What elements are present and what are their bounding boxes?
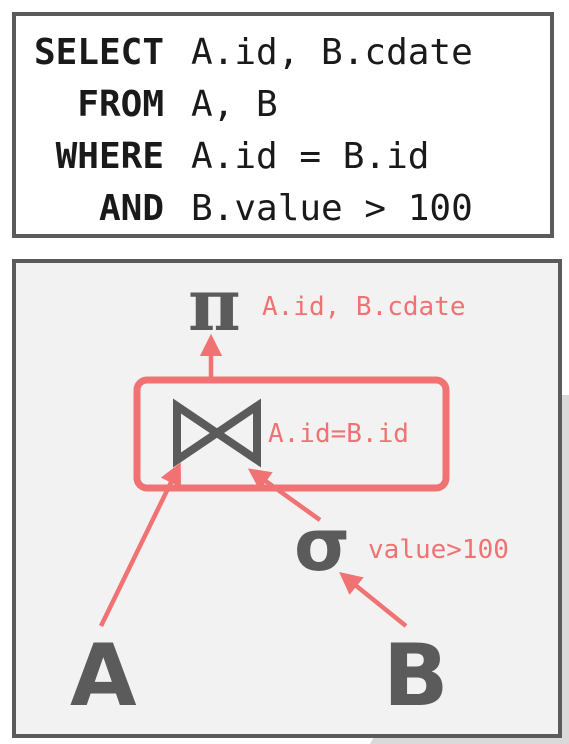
join-label: A.id=B.id bbox=[268, 419, 409, 449]
sql-keyword-and: AND bbox=[98, 188, 164, 229]
sql-line-and: AND B.value > 100 bbox=[16, 188, 550, 244]
edge-table-a-to-join bbox=[98, 462, 182, 627]
sql-query-box: SELECT A.id, B.cdate FROM A, B WHERE A.i… bbox=[12, 12, 554, 238]
sql-line-where: WHERE A.id = B.id bbox=[16, 136, 550, 192]
join-bowtie-icon bbox=[173, 398, 261, 468]
sql-and-condition: B.value > 100 bbox=[191, 188, 473, 229]
sql-keyword-from: FROM bbox=[77, 84, 164, 125]
sql-from-list: A, B bbox=[191, 84, 278, 125]
join-symbol: ⋈ bbox=[0, 0, 1, 1]
join-highlight-box bbox=[133, 376, 450, 492]
table-b: B bbox=[383, 626, 449, 726]
edge-table-b-to-selection bbox=[339, 572, 408, 628]
sql-line-from: FROM A, B bbox=[16, 84, 550, 140]
projection-symbol: π bbox=[188, 262, 241, 347]
sql-keyword-where: WHERE bbox=[55, 136, 164, 177]
sql-keyword-select: SELECT bbox=[33, 32, 164, 73]
selection-symbol: σ bbox=[294, 503, 350, 587]
edge-selection-to-join bbox=[247, 468, 322, 522]
selection-label: value>100 bbox=[368, 535, 509, 565]
sql-select-list: A.id, B.cdate bbox=[191, 32, 473, 73]
sql-where-condition: A.id = B.id bbox=[191, 136, 430, 177]
table-a: A bbox=[70, 626, 137, 726]
sql-line-select: SELECT A.id, B.cdate bbox=[16, 32, 550, 88]
projection-label: A.id, B.cdate bbox=[262, 292, 466, 322]
